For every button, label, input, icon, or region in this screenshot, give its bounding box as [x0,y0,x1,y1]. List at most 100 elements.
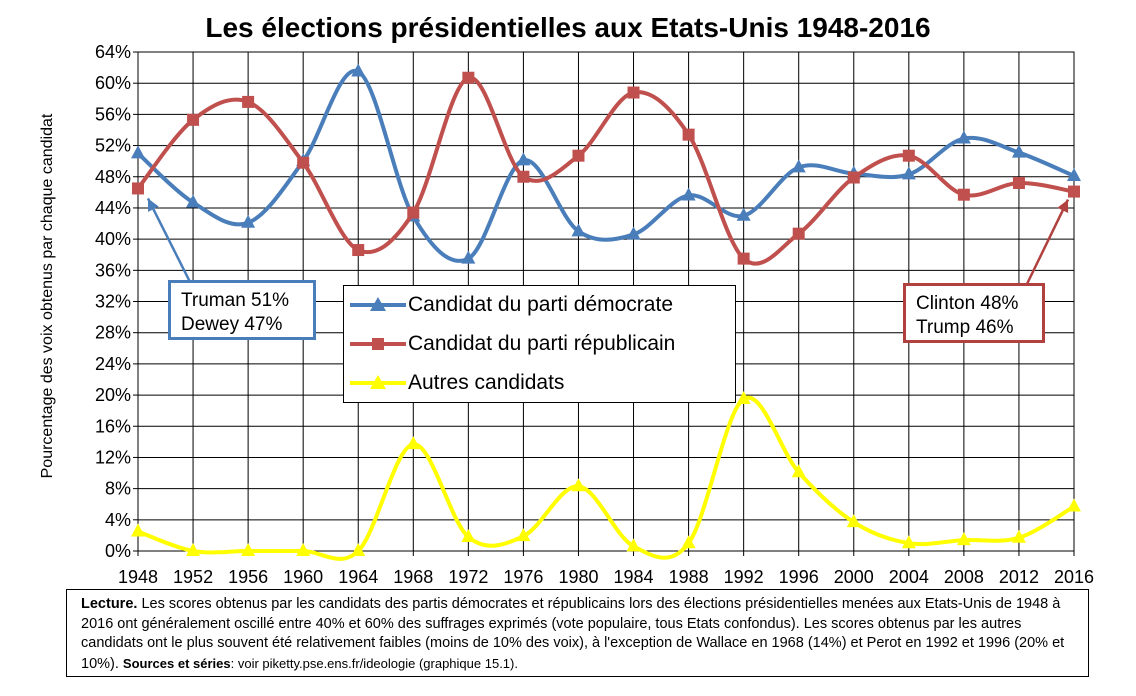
annotation-clinton-trump: Clinton 48% Trump 46% [903,283,1045,343]
legend-label: Candidat du parti démocrate [408,293,673,316]
legend-swatch-republican [350,338,406,350]
data-point [571,223,586,237]
data-point [461,250,476,264]
x-tick-label: 2004 [889,567,929,587]
note-lead: Lecture. [81,596,138,612]
data-point [1067,498,1081,512]
y-tick-label: 12% [95,447,131,467]
data-point [462,71,475,84]
series-group [131,63,1081,561]
data-point [956,130,971,144]
data-point [571,478,586,492]
data-point [737,252,750,265]
data-point [791,464,806,478]
x-tick-label: 1952 [173,567,213,587]
data-point [516,152,531,166]
data-point [516,528,531,542]
x-tick-label: 1984 [614,567,654,587]
legend-label: Candidat du parti républicain [408,332,676,355]
y-tick-label: 32% [95,292,131,312]
data-point [296,543,311,556]
series-line [136,68,1075,263]
y-tick-label: 60% [95,73,131,93]
legend-swatch-others [350,375,406,389]
series-democrat [131,63,1081,264]
chart-title: Les élections présidentielles aux Etats-… [205,12,931,43]
y-tick-label: 8% [105,479,131,499]
y-tick-label: 56% [95,104,131,124]
x-tick-label: 1960 [283,567,323,587]
data-point [132,182,144,195]
x-tick-label: 1976 [503,567,543,587]
note-source-text: : voir piketty.pse.ens.fr/ideologie (gra… [230,655,518,671]
data-point [131,523,145,537]
y-tick-label: 24% [95,354,131,374]
data-point [517,170,530,183]
data-point [792,227,805,240]
x-tick-label: 1988 [669,567,709,587]
x-tick-label: 1968 [393,567,433,587]
y-tick-label: 44% [95,198,131,218]
data-point [241,214,256,228]
annotation-arrow [1024,199,1070,287]
data-point [186,194,201,208]
data-point [1011,144,1026,158]
x-tick-label: 1972 [448,567,488,587]
data-point [241,543,256,556]
x-tick-label: 1964 [338,567,378,587]
data-point [1012,176,1025,189]
data-point [682,128,695,141]
y-tick-label: 48% [95,167,131,187]
y-axis: 0% 4% 8% 12% 16% 20% 24% 28% 32% 36% 40% 44% 48% 52% 5… [95,42,138,561]
annotation-line: Clinton 48% [916,293,1019,314]
series-republican [132,71,1080,266]
annotation-line: Trump 46% [916,317,1014,338]
data-point [406,436,421,450]
data-point [186,543,201,556]
legend-item-democrat: Candidat du parti démocrate [350,290,673,320]
data-point [297,156,310,169]
data-point [957,188,970,201]
data-point [681,187,696,201]
data-point [572,149,585,162]
y-tick-label: 40% [95,229,131,249]
data-point [847,171,860,184]
y-axis-label: Pourcentage des voix obtenus par chaque … [39,113,56,479]
data-point [791,159,806,173]
note-source-label: Sources et séries [122,655,231,671]
x-tick-label: 1948 [118,567,158,587]
data-point [351,63,366,77]
legend-item-republican: Candidat du parti républicain [350,329,675,359]
y-tick-label: 4% [105,510,131,530]
y-tick-label: 36% [95,260,131,280]
legend-label: Autres candidats [408,371,565,394]
annotation-line: Truman 51% [181,290,290,311]
data-point [902,149,915,162]
legend-item-others: Autres candidats [350,368,564,398]
data-point [901,535,916,549]
data-point [1011,529,1026,543]
x-tick-label: 2008 [944,567,984,587]
annotation-truman-dewey: Truman 51% Dewey 47% [168,280,316,340]
legend: Candidat du parti démocrate Candidat du … [343,285,736,403]
series-line [136,75,1075,266]
legend-swatch-democrat [350,297,406,311]
data-point [1067,167,1081,181]
data-point [681,535,696,549]
data-point [351,543,366,556]
note-body: Les scores obtenus par les candidats des… [81,596,1065,672]
data-point [736,207,751,221]
data-point [846,514,861,528]
annotation-arrows [146,197,1070,287]
x-tick-label: 2012 [999,567,1039,587]
series-line [137,395,1076,561]
data-point [736,390,751,404]
data-point [407,206,420,219]
x-axis: 1948 1952 1956 1960 1964 1968 1972 1976 1980 1984… [118,551,1094,587]
data-point [461,528,476,542]
y-tick-label: 0% [105,541,131,561]
annotation-line: Dewey 47% [181,314,283,335]
y-tick-label: 52% [95,136,131,156]
x-tick-label: 1980 [558,567,598,587]
